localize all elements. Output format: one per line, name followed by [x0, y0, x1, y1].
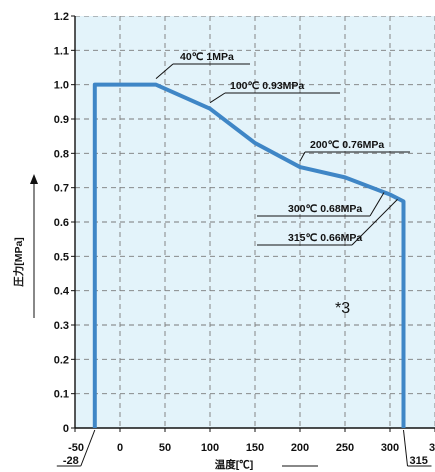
y-tick-label: 0.9: [54, 114, 69, 126]
y-axis-label: 圧力[MPa]: [12, 237, 25, 287]
y-tick-label: 0.4: [54, 286, 70, 298]
y-tick-label: 0.1: [54, 389, 69, 401]
x-tick-label: 200: [291, 442, 309, 454]
y-tick-label: 1.2: [54, 11, 69, 23]
y-tick-label: 1.1: [54, 45, 69, 57]
y-tick-label: 0.2: [54, 354, 69, 366]
y-axis-arrow-head: [30, 174, 38, 184]
y-tick-labels: 0 0.1 0.2 0.3 0.4 0.5 0.6 0.7 0.8 0.9 1.0 1.1 1.2: [54, 11, 75, 435]
x-axis-label: 温度[℃]: [215, 458, 254, 471]
y-tick-label: 0.7: [54, 183, 69, 195]
note-label: *3: [335, 300, 350, 317]
x-tick-label: 250: [336, 442, 354, 454]
y-tick-label: 1.0: [54, 80, 69, 92]
y-tick-label: 0: [63, 423, 69, 435]
annotation-label: 315℃ 0.66MPa: [288, 232, 362, 244]
x-tick-label: 50: [159, 442, 171, 454]
x-tick-label: 300: [381, 442, 399, 454]
x-tick-label: 150: [246, 442, 264, 454]
x-extra-leader: [404, 430, 408, 466]
y-tick-label: 0.5: [54, 251, 69, 263]
annotation-label: 300℃ 0.68MPa: [288, 203, 362, 215]
annotation-label: 100℃ 0.93MPa: [230, 80, 304, 92]
x-extra-label: 315: [410, 455, 428, 467]
x-tick-label: 35: [429, 442, 435, 454]
x-tick-label: -50: [68, 442, 84, 454]
annotation-label: 200℃ 0.76MPa: [310, 139, 384, 151]
annotation-label: 40℃ 1MPa: [180, 51, 234, 63]
y-tick-label: 0.8: [54, 148, 69, 160]
y-tick-label: 0.6: [54, 217, 69, 229]
y-tick-label: 0.3: [54, 320, 69, 332]
y-axis-label-group: 圧力[MPa]: [12, 237, 25, 287]
x-tick-label: 0: [117, 442, 123, 454]
x-extra-label: -28: [63, 455, 79, 467]
x-tick-label: 100: [201, 442, 219, 454]
